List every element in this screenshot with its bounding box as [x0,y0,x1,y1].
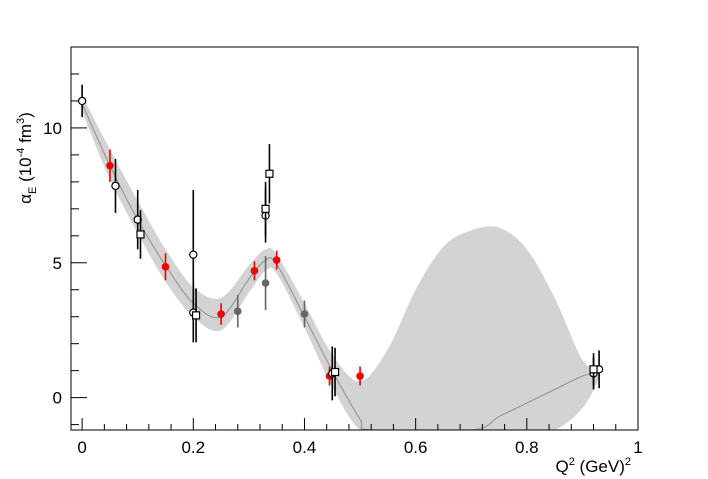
x-tick-label: 0.2 [181,438,205,457]
marker-filled-circle [356,372,364,380]
data-point-circle-open [133,189,142,250]
x-tick-label: 1 [633,438,642,457]
data-point-square-open [261,181,270,236]
marker-filled-circle [272,256,281,264]
x-tick-label: 0.4 [293,438,317,457]
data-points-layer [77,84,604,401]
marker-filled-circle [261,279,270,287]
marker-open-circle [77,96,87,106]
x-tick-label: 0 [77,438,86,457]
data-point-circle-filled-red [106,149,114,182]
marker-filled-circle [161,263,170,271]
marker-filled-circle [233,307,242,316]
data-point-circle-filled-red [161,253,170,281]
marker-filled-circle [250,267,259,275]
confidence-band-layer [82,95,600,430]
marker-filled-circle [300,310,309,318]
confidence-band [82,95,600,430]
marker-filled-circle [217,310,225,318]
marker-square [330,367,340,377]
plot-frame [70,46,639,431]
data-point-square-open [191,288,201,343]
data-point-square-open [330,347,340,397]
x-tick-label: 0.8 [515,438,539,457]
data-point-circle-filled-red [217,303,225,325]
data-point-circle-filled-gray [233,295,242,328]
data-point-square-open [589,353,598,386]
y-tick-label: 5 [53,254,62,273]
data-point-circle-open [111,158,120,213]
marker-open-circle [111,181,120,191]
y-tick-label: 0 [53,389,62,408]
y-axis-title: αE (10-4 fm3) [15,112,39,204]
x-tick-label: 0.6 [404,438,428,457]
data-point-square-open [136,210,145,259]
data-point-circle-filled-red [356,366,364,386]
marker-square [265,169,274,178]
data-point-circle-filled-red [272,250,281,270]
marker-square [261,204,270,213]
x-axis-title: Q2 (GeV)2 [555,456,631,476]
data-point-circle-filled-gray [300,300,309,328]
y-tick-label: 10 [43,119,62,138]
data-point-circle-filled-red [250,261,259,281]
marker-square [589,365,598,374]
marker-filled-circle [106,161,114,170]
data-point-square-open [265,144,274,204]
data-point-circle-filled-gray [261,256,270,310]
marker-open-circle [189,250,198,259]
marker-square [136,230,145,239]
marker-square [191,311,201,320]
marker-open-circle [133,215,142,224]
